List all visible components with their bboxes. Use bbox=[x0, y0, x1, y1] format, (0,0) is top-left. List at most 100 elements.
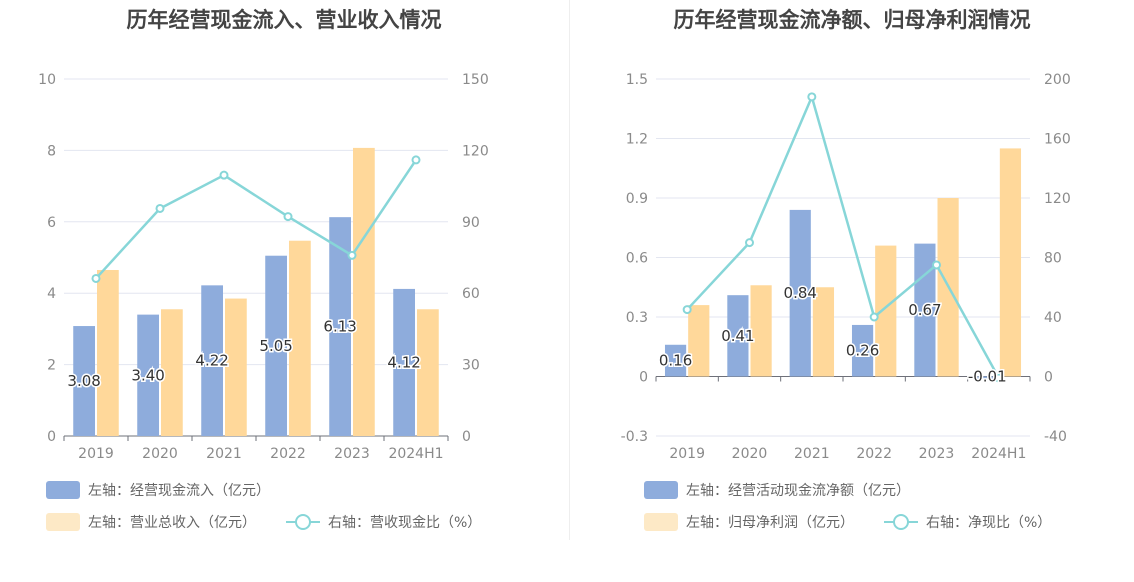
bar-secondary bbox=[875, 245, 897, 377]
y-right-tick-label: 200 bbox=[1044, 72, 1071, 88]
bar-data-label: 3.08 bbox=[67, 372, 100, 390]
y-left-tick-label: 0 bbox=[47, 429, 56, 445]
y-right-tick-label: 160 bbox=[1044, 132, 1071, 148]
y-left-tick-label: 4 bbox=[47, 286, 56, 302]
line-point bbox=[869, 312, 879, 322]
bar-secondary bbox=[812, 287, 835, 377]
x-tick-label: 2019 bbox=[669, 446, 705, 462]
bar-secondary bbox=[688, 305, 710, 377]
bar-primary bbox=[914, 243, 936, 377]
y-right-tick-label: 90 bbox=[462, 215, 480, 231]
bar-secondary bbox=[225, 298, 247, 436]
line-point bbox=[994, 373, 1004, 383]
legend-row-2: 左轴：归母净利润（亿元） 右轴：净现比（%） bbox=[644, 512, 1051, 532]
line-point bbox=[347, 250, 357, 260]
bar-data-label: 0.26 bbox=[846, 342, 879, 360]
bar-data-label: 4.22 bbox=[195, 352, 228, 370]
legend-row-1: 左轴：经营现金流入（亿元） bbox=[46, 480, 270, 500]
line-point bbox=[682, 305, 692, 315]
bar-secondary bbox=[999, 148, 1022, 377]
y-left-tick-label: 1.5 bbox=[626, 72, 648, 88]
legend-label[interactable]: 左轴：归母净利润（亿元） bbox=[686, 515, 854, 531]
legend-label[interactable]: 右轴：营收现金比（%） bbox=[328, 515, 482, 531]
y-right-tick-label: 120 bbox=[1044, 191, 1071, 207]
x-tick-label: 2023 bbox=[919, 446, 955, 462]
bar-primary bbox=[201, 285, 223, 436]
line-point bbox=[807, 92, 817, 102]
y-left-tick-label: 0 bbox=[639, 370, 648, 386]
chart-title: 历年经营现金流净额、归母净利润情况 bbox=[673, 8, 1031, 32]
y-left-tick-label: 10 bbox=[38, 72, 56, 88]
legend-label[interactable]: 右轴：净现比（%） bbox=[926, 515, 1052, 531]
x-tick-label: 2020 bbox=[142, 446, 178, 462]
bar-secondary bbox=[161, 309, 183, 436]
bar-primary bbox=[789, 209, 811, 377]
bar-secondary bbox=[97, 269, 119, 436]
y-right-tick-label: 0 bbox=[1044, 370, 1053, 386]
legend-label[interactable]: 左轴：经营现金流入（亿元） bbox=[88, 483, 270, 499]
line-point bbox=[745, 238, 754, 248]
bar-data-label: 0.41 bbox=[721, 327, 754, 345]
y-left-tick-label: 1.2 bbox=[626, 132, 648, 148]
line-point bbox=[283, 212, 293, 222]
x-tick-label: 2024H1 bbox=[971, 446, 1026, 462]
bar-primary bbox=[329, 217, 351, 436]
legend-label[interactable]: 左轴：经营活动现金流净额（亿元） bbox=[686, 483, 910, 499]
x-tick-label: 2020 bbox=[732, 446, 768, 462]
y-left-tick-label: -0.3 bbox=[621, 429, 648, 445]
bar-primary bbox=[664, 344, 687, 377]
bar-data-label: 0.84 bbox=[784, 284, 817, 302]
x-tick-label: 2022 bbox=[856, 446, 892, 462]
x-tick-label: 2024H1 bbox=[388, 446, 443, 462]
bar-primary bbox=[393, 288, 415, 436]
x-tick-label: 2019 bbox=[78, 446, 114, 462]
y-right-tick-label: 0 bbox=[462, 429, 471, 445]
chart-svg: 0 2 4 6 8 10 0 30 60 90 120 150 2019 2020 2021 2022 2023… bbox=[38, 72, 489, 462]
bar-data-label: 0.16 bbox=[659, 352, 692, 370]
chart-svg: -0.3 0 0.3 0.6 0.9 1.2 1.5 -40 0 40 80 120 160 200 201… bbox=[621, 72, 1071, 462]
bar-primary bbox=[851, 324, 874, 377]
bar-secondary bbox=[353, 147, 375, 436]
y-right-tick-label: 120 bbox=[462, 143, 489, 159]
y-right-tick-label: -40 bbox=[1044, 429, 1067, 445]
legend-label[interactable]: 左轴：营业总收入（亿元） bbox=[88, 515, 256, 531]
legend-swatch-line-ratio[interactable] bbox=[286, 513, 320, 531]
legend-swatch-bar-profit[interactable] bbox=[644, 513, 678, 531]
bar-data-label: 6.13 bbox=[323, 318, 356, 336]
bar-primary bbox=[137, 314, 159, 436]
line-series bbox=[95, 159, 418, 280]
y-left-tick-label: 0.3 bbox=[626, 310, 648, 326]
bar-secondary bbox=[289, 240, 311, 436]
bar-data-label: 3.40 bbox=[131, 366, 164, 384]
legend-swatch-line-ratio[interactable] bbox=[884, 513, 918, 531]
bar-secondary bbox=[417, 309, 439, 436]
y-right-tick-label: 40 bbox=[1044, 310, 1062, 326]
legend-swatch-bar-inflow[interactable] bbox=[46, 481, 80, 499]
y-right-tick-label: 30 bbox=[462, 358, 480, 374]
x-tick-label: 2022 bbox=[270, 446, 306, 462]
bar-primary bbox=[265, 255, 287, 436]
line-point bbox=[219, 170, 229, 180]
line-point bbox=[91, 273, 101, 283]
legend-row-1: 左轴：经营活动现金流净额（亿元） bbox=[644, 480, 910, 500]
bar-data-label: 0.67 bbox=[908, 301, 941, 319]
y-right-tick-label: 150 bbox=[462, 72, 489, 88]
y-left-tick-label: 8 bbox=[47, 143, 56, 159]
y-right-tick-label: 60 bbox=[462, 286, 480, 302]
chart-panel-netcash-profit: 历年经营现金流净额、归母净利润情况 -0.3 0 0.3 0.6 0.9 1.2 1.5 -4… bbox=[570, 0, 1134, 582]
x-tick-label: 2021 bbox=[206, 446, 242, 462]
y-right-tick-label: 80 bbox=[1044, 251, 1062, 267]
bar-primary bbox=[73, 326, 95, 436]
legend-swatch-bar-revenue[interactable] bbox=[46, 513, 80, 531]
y-left-tick-label: 0.9 bbox=[626, 191, 648, 207]
bar-data-label: -0.01 bbox=[968, 368, 1007, 386]
y-left-tick-label: 2 bbox=[47, 358, 56, 374]
line-point bbox=[932, 260, 941, 270]
line-point bbox=[411, 155, 421, 165]
legend-swatch-bar-netcash[interactable] bbox=[644, 481, 678, 499]
line-point bbox=[155, 203, 165, 213]
chart-panel-cashflow-revenue: 历年经营现金流入、营业收入情况 0 2 4 6 8 10 0 30 60 90 120 150 2019… bbox=[38, 8, 489, 531]
chart-title: 历年经营现金流入、营业收入情况 bbox=[126, 8, 442, 32]
panel-divider bbox=[569, 0, 570, 540]
x-tick-label: 2021 bbox=[794, 446, 830, 462]
